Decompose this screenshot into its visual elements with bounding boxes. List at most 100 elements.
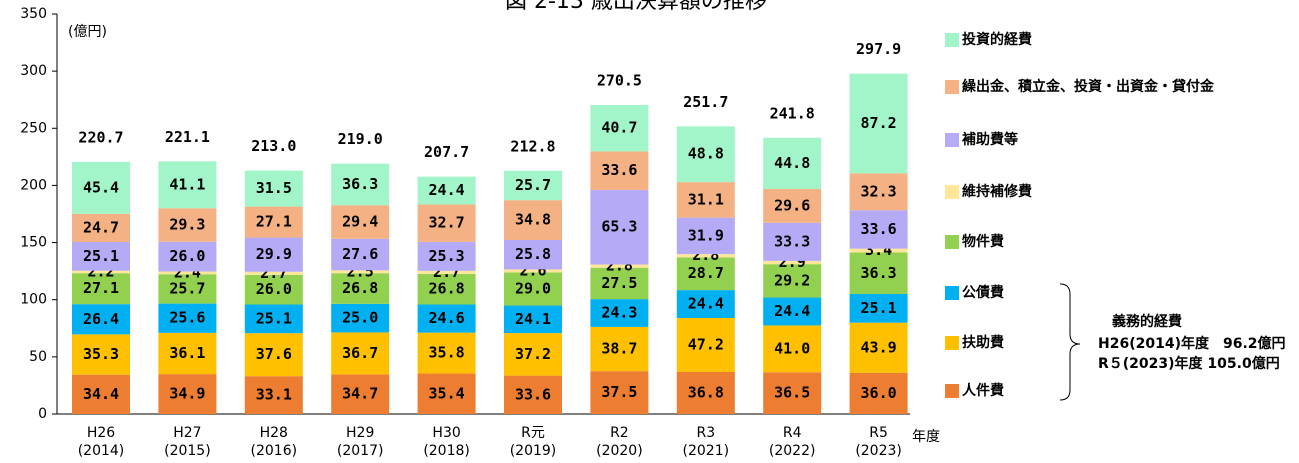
data-label: 29.3 bbox=[169, 216, 205, 234]
total-label: 207.7 bbox=[424, 143, 469, 161]
legend-swatch bbox=[945, 384, 959, 398]
data-label: 25.6 bbox=[169, 309, 205, 327]
data-label: 37.5 bbox=[601, 383, 637, 401]
data-label: 31.9 bbox=[688, 226, 724, 244]
legend-swatch bbox=[945, 133, 959, 147]
bar-segment bbox=[72, 161, 130, 214]
data-label: 26.0 bbox=[169, 247, 205, 265]
data-label: 25.3 bbox=[429, 247, 465, 265]
legend-swatch bbox=[945, 80, 959, 94]
bar-segment bbox=[504, 200, 562, 240]
y-tick-label: 100 bbox=[20, 292, 47, 308]
bar-segment bbox=[417, 204, 476, 242]
y-unit: (億円) bbox=[68, 24, 107, 40]
x-tick-label: (2017) bbox=[337, 443, 384, 459]
data-label: 33.6 bbox=[515, 385, 551, 403]
bar-segment bbox=[331, 303, 390, 333]
legend-label: 維持補修費 bbox=[962, 183, 1032, 200]
bar-segment bbox=[763, 264, 822, 298]
x-unit: 年度 bbox=[912, 429, 940, 445]
bar-segment bbox=[590, 326, 649, 372]
data-label: 27.1 bbox=[256, 213, 292, 231]
x-tick-label: R5 bbox=[869, 425, 888, 441]
x-tick-label: R4 bbox=[783, 425, 802, 441]
x-tick-label: (2022) bbox=[769, 443, 816, 459]
x-tick-label: (2023) bbox=[855, 443, 902, 459]
data-label: 36.3 bbox=[342, 175, 378, 193]
bar-segment bbox=[590, 371, 649, 414]
bar-segment bbox=[676, 217, 735, 255]
y-tick-label: 50 bbox=[29, 349, 47, 365]
bar-segment bbox=[676, 182, 735, 218]
legend-swatch bbox=[945, 185, 959, 199]
data-label: 33.6 bbox=[601, 161, 637, 179]
bar-segment bbox=[590, 189, 649, 265]
bar-segment bbox=[763, 137, 822, 189]
legend-label: 公債費 bbox=[962, 284, 1004, 301]
bar-segment bbox=[763, 260, 822, 265]
x-tick-label: (2018) bbox=[423, 443, 470, 459]
data-label: 34.4 bbox=[83, 385, 119, 403]
bar-segment bbox=[590, 104, 649, 152]
data-label: 44.8 bbox=[774, 154, 810, 172]
data-label: 25.7 bbox=[515, 176, 551, 194]
data-label: 48.8 bbox=[688, 145, 724, 163]
bar-segment bbox=[676, 126, 735, 183]
y-tick-label: 250 bbox=[20, 120, 47, 136]
data-label: 26.4 bbox=[83, 310, 119, 328]
annotation-title: 義務的経費 bbox=[1112, 313, 1182, 330]
bar-segment bbox=[158, 241, 217, 272]
data-label: 29.2 bbox=[774, 271, 810, 289]
bar-segment bbox=[158, 274, 217, 304]
bar-segment bbox=[158, 161, 217, 209]
total-label: 213.0 bbox=[251, 137, 296, 155]
legend-swatch bbox=[945, 235, 959, 249]
bar-segment bbox=[504, 272, 562, 306]
bar-segment bbox=[72, 213, 130, 242]
bar-segment bbox=[504, 269, 562, 273]
data-label: 25.1 bbox=[256, 309, 292, 327]
data-label: 36.3 bbox=[861, 264, 897, 282]
data-label: 37.6 bbox=[256, 345, 292, 363]
legend-label: 人件費 bbox=[962, 382, 1004, 399]
x-tick-label: (2014) bbox=[78, 443, 125, 459]
bar-segment bbox=[331, 270, 390, 274]
legend-label: 物件費 bbox=[962, 233, 1004, 250]
data-label: 25.1 bbox=[83, 247, 119, 265]
x-tick-label: H29 bbox=[346, 425, 374, 441]
total-label: 221.1 bbox=[165, 128, 210, 146]
annotation-line: H26(2014)年度 96.2億円 bbox=[1098, 335, 1286, 352]
total-label: 220.7 bbox=[78, 128, 123, 146]
data-label: 34.8 bbox=[515, 211, 551, 229]
data-label: 37.2 bbox=[515, 345, 551, 363]
data-label: 36.5 bbox=[774, 384, 810, 402]
brace bbox=[1059, 283, 1081, 401]
data-label: 29.9 bbox=[256, 245, 292, 263]
bar-segment bbox=[504, 170, 562, 201]
bar-segment bbox=[763, 372, 822, 414]
data-label: 26.0 bbox=[256, 280, 292, 298]
bar-segment bbox=[504, 375, 562, 414]
bar-segment bbox=[763, 325, 822, 373]
bar-segment bbox=[590, 264, 649, 268]
data-label: 36.0 bbox=[861, 384, 897, 402]
bar-segment bbox=[763, 297, 822, 326]
y-tick-label: 350 bbox=[20, 6, 47, 22]
x-tick-label: (2016) bbox=[251, 443, 298, 459]
bar-segment bbox=[590, 151, 649, 190]
bar-segment bbox=[158, 332, 217, 375]
bar-segment bbox=[244, 206, 303, 238]
data-label: 29.0 bbox=[515, 279, 551, 297]
data-label: 65.3 bbox=[601, 218, 637, 236]
data-label: 36.8 bbox=[688, 383, 724, 401]
data-label: 25.1 bbox=[861, 299, 897, 317]
bar-segment bbox=[244, 274, 303, 305]
data-label: 24.3 bbox=[601, 304, 637, 322]
bar-segment bbox=[158, 374, 217, 414]
bar-segment bbox=[676, 290, 735, 318]
data-label: 31.1 bbox=[688, 190, 724, 208]
x-tick-label: R2 bbox=[610, 425, 629, 441]
data-label: 32.7 bbox=[429, 214, 465, 232]
data-label: 24.6 bbox=[429, 309, 465, 327]
x-tick-label: R3 bbox=[696, 425, 715, 441]
